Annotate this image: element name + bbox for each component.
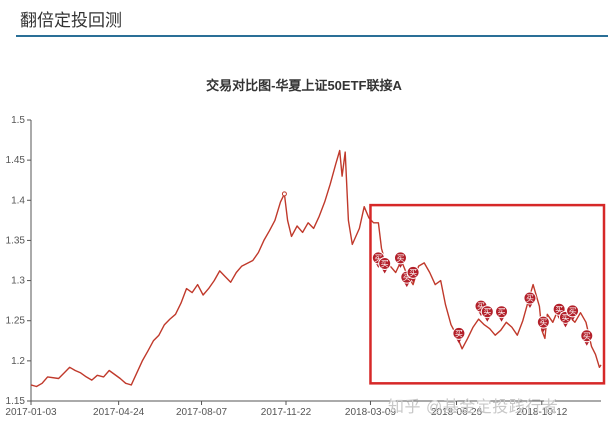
y-tick-label: 1.45 — [6, 155, 26, 166]
header-divider — [16, 35, 608, 37]
x-tick-label: 2018-03-09 — [345, 407, 397, 418]
buy-marker-label: 买 — [403, 273, 411, 282]
buy-marker-label: 买 — [498, 308, 506, 317]
buy-marker-label: 买 — [409, 268, 417, 277]
buy-marker — [480, 305, 494, 319]
buy-marker-label: 买 — [477, 302, 485, 311]
buy-marker-label: 买 — [583, 332, 591, 341]
y-tick-label: 1.15 — [6, 396, 26, 407]
y-tick-label: 1.25 — [6, 316, 26, 327]
y-tick-label: 1.2 — [11, 356, 25, 367]
buy-marker — [523, 291, 537, 305]
buy-marker-label: 买 — [381, 260, 389, 269]
buy-marker — [406, 265, 420, 279]
x-tick-label: 2018-10-12 — [516, 407, 568, 418]
x-tick-label: 2017-01-03 — [5, 407, 57, 418]
buy-marker — [580, 329, 594, 343]
buy-marker-label: 买 — [483, 308, 491, 317]
y-tick-label: 1.3 — [11, 276, 25, 287]
buy-marker-label: 买 — [561, 313, 569, 322]
buy-marker — [536, 315, 550, 329]
buy-marker — [452, 326, 466, 340]
page-header: 翻倍定投回测 — [0, 0, 608, 40]
buy-marker — [378, 257, 392, 271]
highlight-box — [369, 203, 606, 385]
buy-marker-label: 买 — [526, 294, 534, 303]
x-tick-label: 2018-06-26 — [431, 407, 483, 418]
buy-marker-label: 买 — [455, 329, 463, 338]
page-title: 翻倍定投回测 — [20, 11, 122, 30]
buy-marker — [393, 251, 407, 265]
buy-marker-label: 买 — [374, 254, 382, 263]
price-line — [30, 149, 602, 388]
buy-marker-label: 买 — [396, 254, 404, 263]
buy-marker-label: 买 — [555, 305, 563, 314]
buy-marker-label: 买 — [539, 318, 547, 327]
x-tick-label: 2017-04-24 — [93, 407, 145, 418]
peak-point — [281, 191, 287, 197]
buy-marker — [495, 305, 509, 319]
y-tick-label: 1.5 — [11, 115, 25, 126]
chart-title: 交易对比图-华夏上证50ETF联接A — [206, 78, 402, 93]
buy-marker-label: 买 — [569, 307, 577, 316]
y-tick-label: 1.4 — [11, 195, 25, 206]
x-tick-label: 2017-08-07 — [176, 407, 228, 418]
x-tick-label: 2017-11-22 — [261, 407, 312, 418]
y-tick-label: 1.35 — [6, 235, 26, 246]
buy-marker — [566, 304, 580, 318]
